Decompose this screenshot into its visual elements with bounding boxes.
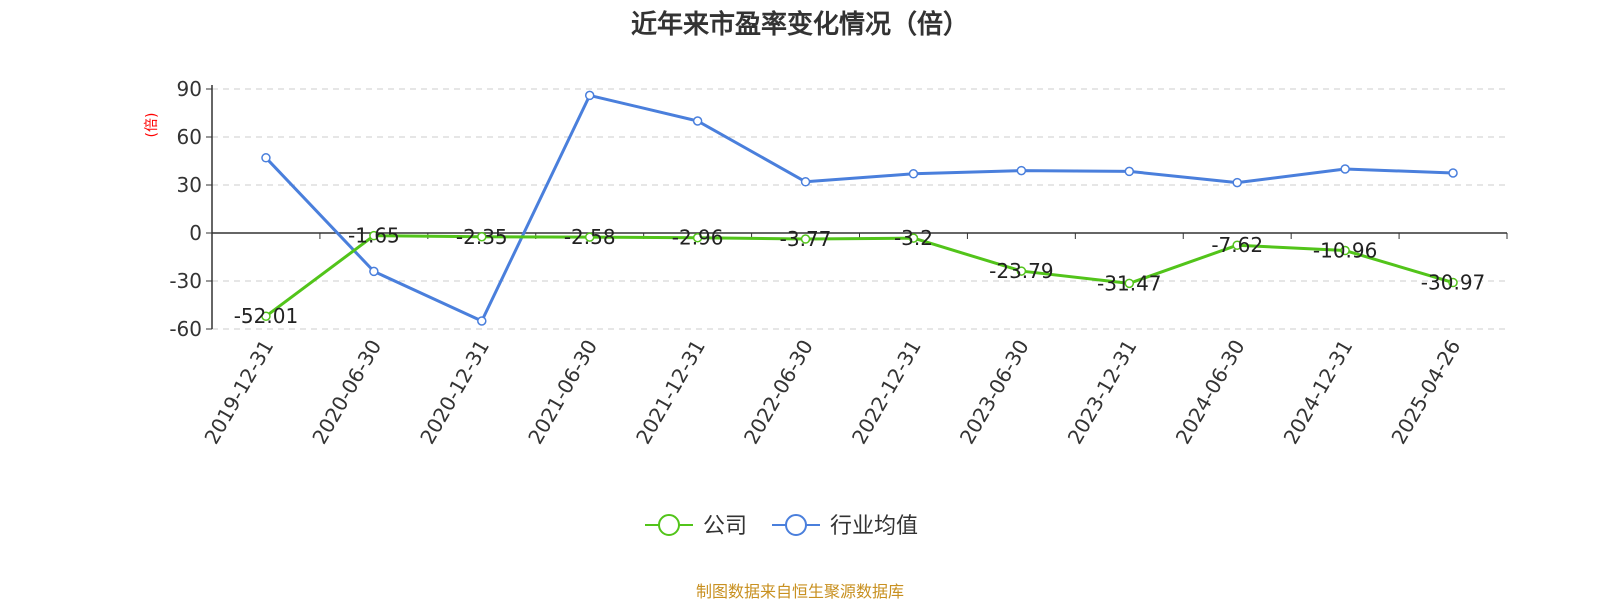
legend-marker <box>785 514 807 536</box>
y-tick-label: 0 <box>189 221 202 245</box>
source-note: 制图数据来自恒生聚源数据库 <box>696 582 904 600</box>
series-point-1 <box>1448 168 1458 178</box>
legend-label: 行业均值 <box>830 514 918 539</box>
grid-lines <box>212 88 1507 330</box>
series-point-1 <box>800 177 811 187</box>
series-point-1 <box>1124 166 1135 177</box>
y-tick-label: 90 <box>177 77 202 101</box>
series-point-1 <box>584 90 595 101</box>
x-tick-label: 2024-12-31 <box>1279 336 1358 449</box>
data-label: -2.35 <box>456 225 508 249</box>
data-label: -10.96 <box>1313 239 1377 263</box>
x-tick-label: 2020-06-30 <box>307 336 386 449</box>
series-point-1 <box>477 316 487 326</box>
x-tick-label: 2019-12-31 <box>199 336 278 449</box>
legend[interactable]: 公司 行业均值 <box>645 514 918 539</box>
y-tick-label: 60 <box>177 125 202 149</box>
series-point-1 <box>1016 165 1027 176</box>
series-point-1 <box>1340 164 1350 174</box>
series-lines <box>261 90 1458 326</box>
series-point-0 <box>477 232 487 242</box>
legend-item-1[interactable]: 行业均值 <box>772 514 918 539</box>
data-label: -23.79 <box>989 259 1053 283</box>
x-tick-label: 2025-04-26 <box>1386 336 1465 449</box>
data-label: -1.65 <box>348 224 400 248</box>
data-label: -3.2 <box>894 226 933 250</box>
y-axis-label: (倍) <box>144 113 160 138</box>
series-point-0 <box>369 230 379 241</box>
y-tick-label: -60 <box>169 317 202 341</box>
series-point-0 <box>692 232 703 243</box>
series-point-1 <box>908 169 919 179</box>
series-point-0 <box>1124 278 1135 289</box>
x-tick-label: 2021-06-30 <box>523 336 602 449</box>
series-point-0 <box>584 232 595 242</box>
data-label: -2.96 <box>672 226 724 250</box>
series-point-0 <box>1448 277 1458 288</box>
series-point-1 <box>369 266 379 277</box>
data-label: -7.62 <box>1211 233 1263 257</box>
data-label: -3.77 <box>780 227 832 251</box>
data-label: -31.47 <box>1097 271 1161 295</box>
x-tick-label: 2022-06-30 <box>739 336 818 449</box>
x-tick-label: 2020-12-31 <box>415 335 494 448</box>
series-line-0 <box>265 234 1454 318</box>
x-tick-label: 2021-12-31 <box>631 336 710 449</box>
series-point-0 <box>261 311 271 321</box>
legend-marker <box>658 514 680 536</box>
chart-title: 近年来市盈率变化情况（倍） <box>631 9 969 40</box>
data-label: -52.01 <box>234 304 298 328</box>
series-point-1 <box>261 153 271 163</box>
y-tick-label: 30 <box>177 173 202 197</box>
legend-label: 公司 <box>703 514 747 539</box>
x-tick-label: 2023-12-31 <box>1063 336 1142 449</box>
data-label: -2.58 <box>564 225 616 249</box>
series-point-0 <box>1340 245 1350 256</box>
y-tick-label: -30 <box>169 269 202 293</box>
series-point-0 <box>1232 240 1242 250</box>
data-labels: -52.01 -1.65 -2.35 -2.58 -2.96 -3.77 -3.2 -23.7… <box>234 224 1486 329</box>
series-point-0 <box>908 233 919 243</box>
x-tick-label: 2024-06-30 <box>1171 336 1250 449</box>
series-line-1 <box>264 93 1454 323</box>
series-point-0 <box>800 234 811 244</box>
x-tick-label: 2023-06-30 <box>955 336 1034 449</box>
series-point-0 <box>1016 266 1027 276</box>
data-label: -30.97 <box>1421 271 1485 295</box>
legend-item-0[interactable]: 公司 <box>645 514 747 539</box>
series-point-1 <box>692 116 703 126</box>
series-point-1 <box>1232 177 1242 188</box>
x-tick-label: 2022-12-31 <box>847 335 926 448</box>
